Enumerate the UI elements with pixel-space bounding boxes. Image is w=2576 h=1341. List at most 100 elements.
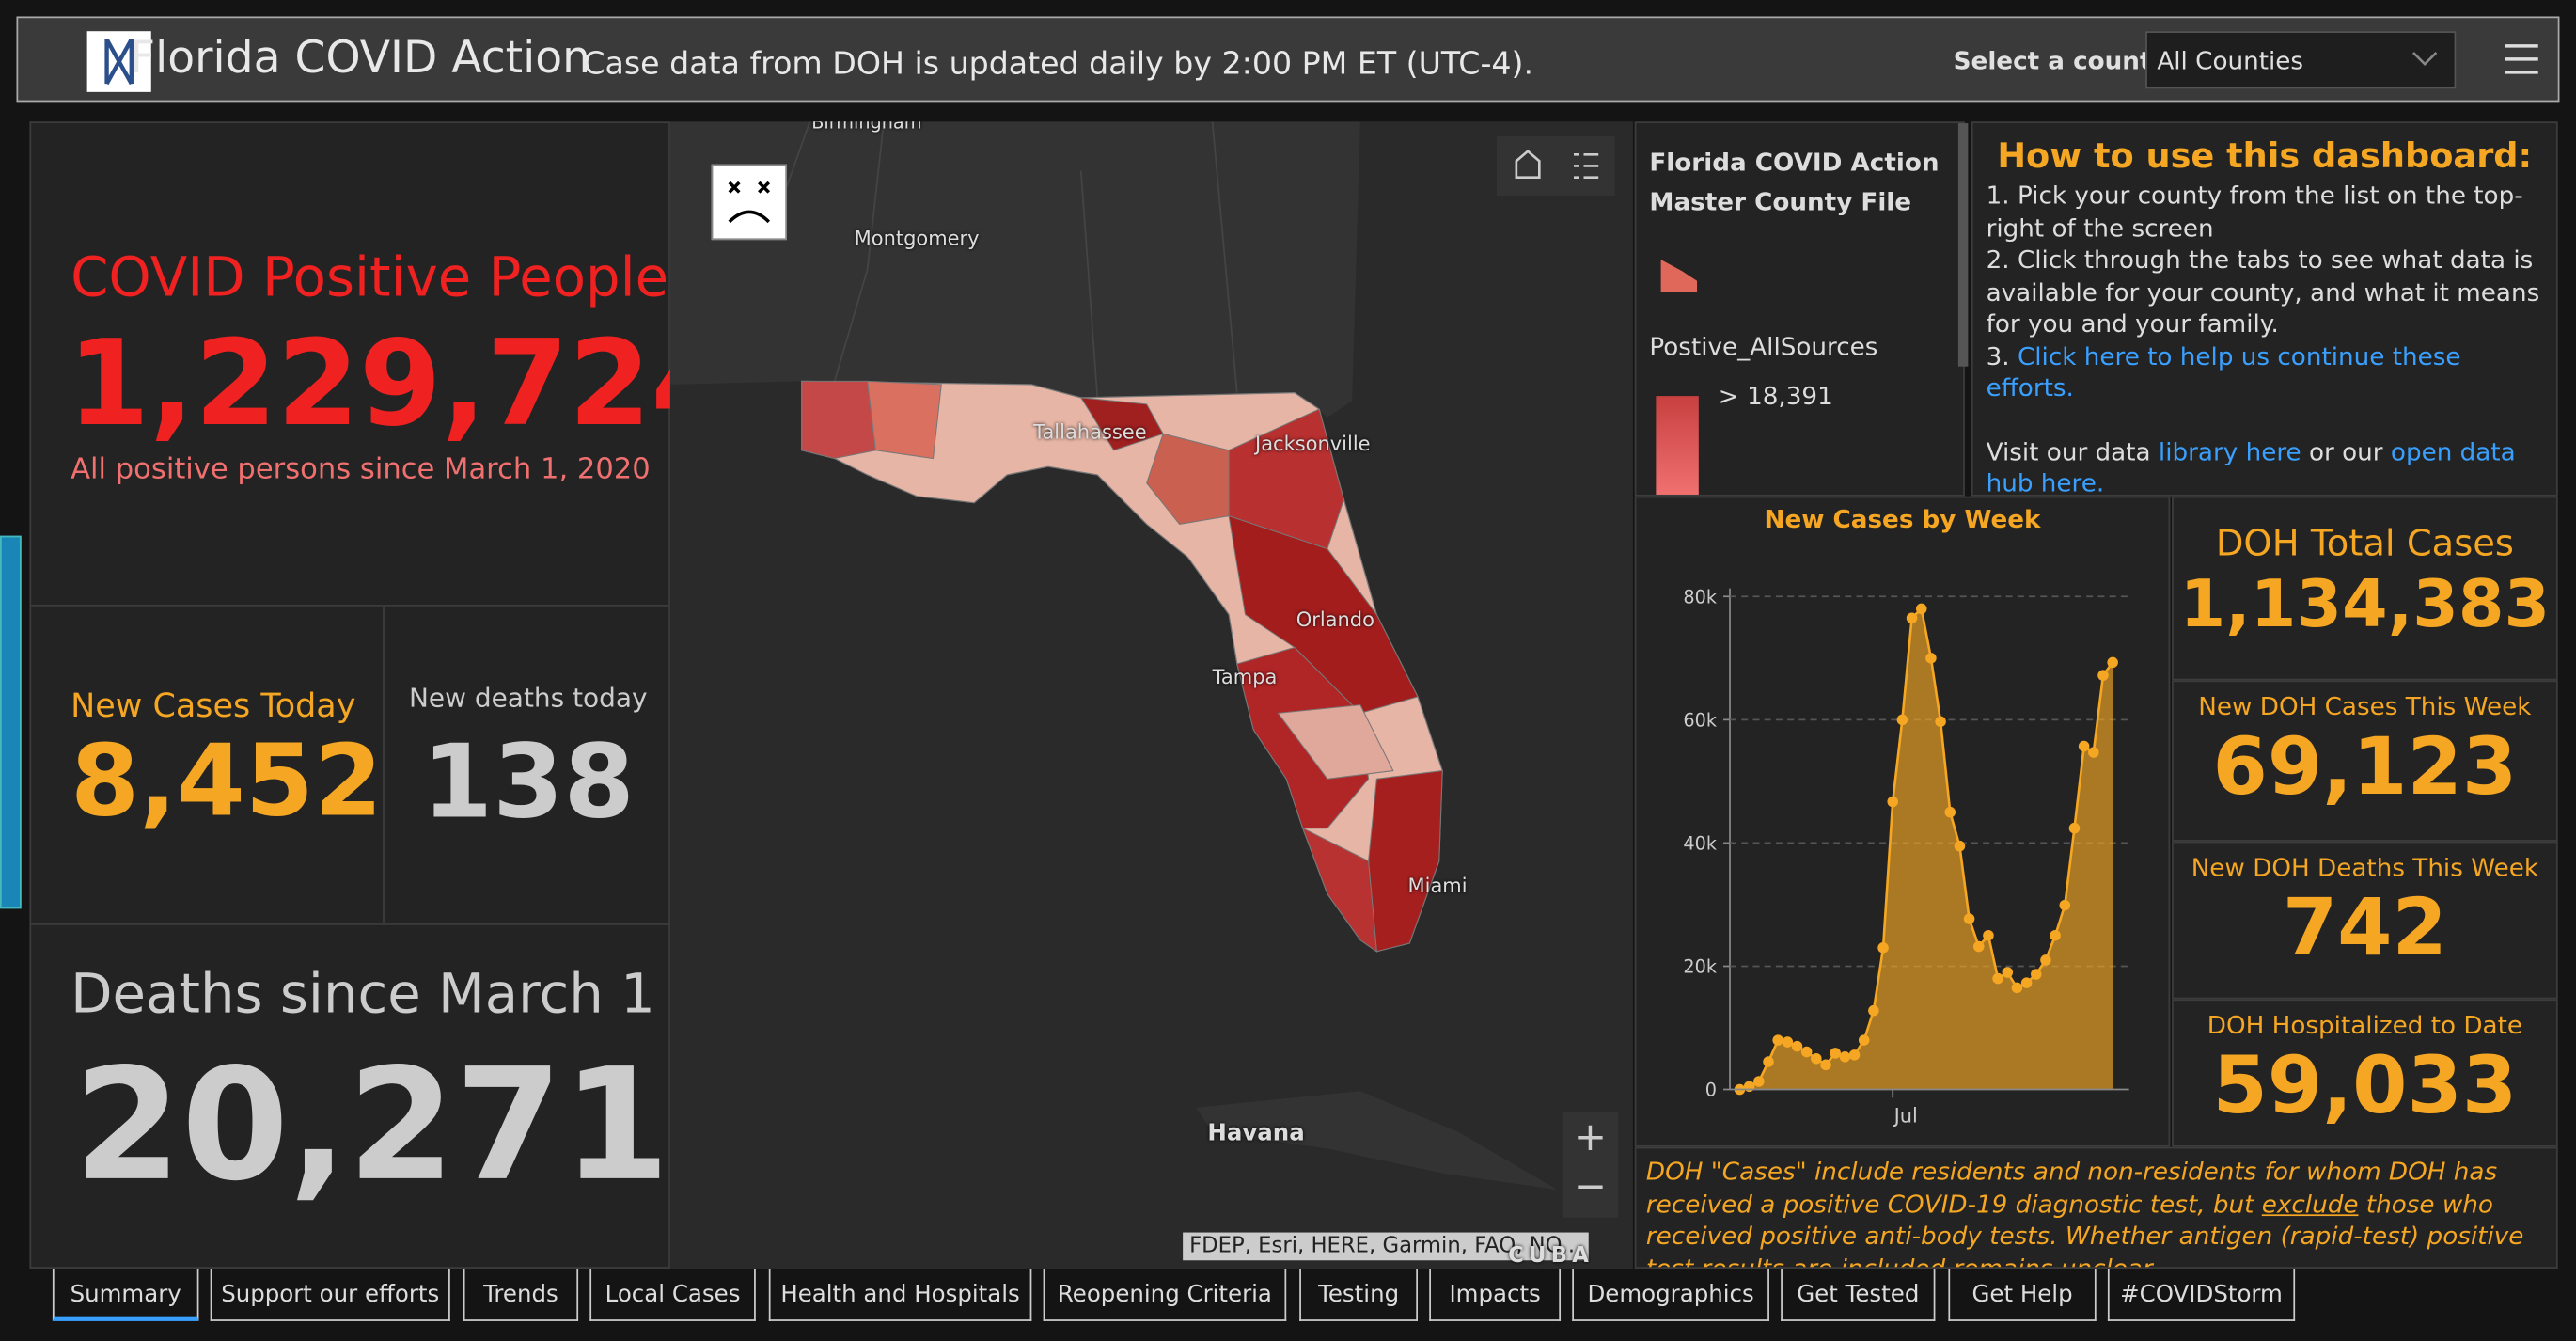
tab[interactable]: Trends <box>463 1268 579 1321</box>
howto-item: 1. Pick your county from the list on the… <box>1986 181 2523 243</box>
point <box>1972 940 1985 953</box>
place-label: Miami <box>1407 874 1468 898</box>
broken-image-icon <box>711 164 788 241</box>
scrollbar[interactable] <box>1957 123 1969 367</box>
place-label: Orlando <box>1296 607 1374 632</box>
new-cases-panel: New Cases Today 8,452 <box>29 605 385 925</box>
new-deaths-value: 138 <box>421 721 635 842</box>
point <box>1925 653 1937 664</box>
link[interactable]: Click here to help us continue these eff… <box>1986 340 2461 403</box>
stat-value: 1,134,383 <box>2179 566 2551 643</box>
place-label: Tallahassee <box>1033 420 1147 444</box>
link[interactable]: open data hub here. <box>1986 435 2516 498</box>
stat-value: 59,033 <box>2212 1040 2518 1132</box>
county-select[interactable]: All Counties <box>2145 31 2457 89</box>
point <box>1782 1036 1794 1048</box>
logo <box>86 31 151 92</box>
legend-title: Florida COVID Action Master County File <box>1649 148 1940 217</box>
point <box>2088 747 2099 758</box>
point <box>1800 1046 1813 1058</box>
point <box>2059 899 2071 911</box>
deaths-panel: Deaths since March 1 20,271 <box>29 923 670 1269</box>
positive-panel: COVID Positive People 1,229,724 All posi… <box>29 121 733 607</box>
app-subtitle: Case data from DOH is updated daily by 2… <box>583 45 1534 83</box>
text: or our <box>2301 435 2391 466</box>
point <box>2078 740 2090 752</box>
new-deaths-label: New deaths today <box>408 682 648 714</box>
map[interactable]: + − FDEP, Esri, HERE, Garmin, FAO, NO... … <box>669 121 1633 1269</box>
x-tick-label: Jul <box>1893 1104 1918 1127</box>
y-tick-label: 40k <box>1683 832 1717 854</box>
stat-value: 69,123 <box>2212 721 2518 813</box>
new-cases-value: 8,452 <box>71 724 383 840</box>
point <box>2031 969 2042 980</box>
stat-value: 742 <box>2282 882 2447 975</box>
point <box>2020 977 2033 988</box>
note-text: those who received positive anti-body te… <box>1645 1189 2524 1269</box>
app-title: Florida COVID Action <box>130 32 591 85</box>
positive-value: 1,229,724 <box>67 313 734 452</box>
point <box>1753 1076 1765 1087</box>
map-tools <box>1496 136 1615 196</box>
chart-title: New Cases by Week <box>1765 506 2042 534</box>
point <box>2068 822 2081 834</box>
place-label: CUBA <box>1508 1243 1594 1269</box>
howto-item: 2. Click through the tabs to see what da… <box>1986 245 2540 339</box>
tab[interactable]: Demographics <box>1572 1268 1769 1321</box>
positive-title: COVID Positive People <box>71 245 669 309</box>
point <box>1906 612 1918 624</box>
place-label: Tampa <box>1212 665 1278 689</box>
tab[interactable]: Local Cases <box>589 1268 756 1321</box>
deaths-label: Deaths since March 1 <box>71 961 655 1026</box>
point <box>1944 806 1956 818</box>
howto-title: How to use this dashboard: <box>1997 136 2533 176</box>
point <box>1820 1059 1831 1071</box>
logo-icon <box>104 38 134 86</box>
broken-image <box>728 181 771 224</box>
place-label: Birmingham <box>811 121 922 134</box>
point <box>2050 929 2061 941</box>
place-label: Jacksonville <box>1255 432 1371 456</box>
tab[interactable]: Impacts <box>1429 1268 1562 1321</box>
point <box>1830 1048 1841 1059</box>
howto-text: 3. <box>1986 340 2018 371</box>
chart: New Cases by Week 0 20k 40k 60k 80k Jul <box>1683 506 2129 1127</box>
new-deaths-panel: New deaths today 138 <box>383 605 670 925</box>
point <box>1772 1034 1783 1046</box>
y-tick-label: 60k <box>1683 709 1717 731</box>
zoom-controls[interactable]: + − <box>1562 1112 1619 1218</box>
stat-label: DOH Total Cases <box>2215 524 2514 566</box>
map-tool-icons[interactable] <box>1497 136 1615 196</box>
point <box>1935 716 1946 728</box>
point <box>2011 982 2023 994</box>
stat-panel: New DOH Cases This Week 69,123 <box>2172 680 2558 842</box>
point <box>1868 1004 1879 1017</box>
stat-panel: New DOH Deaths This Week 742 <box>2172 841 2558 1000</box>
tab[interactable]: Health and Hospitals <box>768 1268 1032 1321</box>
text: Visit our data <box>1986 435 2159 466</box>
tab[interactable]: Get Tested <box>1781 1268 1936 1321</box>
howto-list: 1. Pick your county from the list on the… <box>1987 181 2543 340</box>
point <box>1896 714 1908 726</box>
tab[interactable]: Reopening Criteria <box>1043 1268 1287 1321</box>
dropdown-arrow <box>2412 51 2438 67</box>
howto-item: 3. Click here to help us continue these … <box>1987 341 2543 405</box>
point <box>1848 1049 1861 1061</box>
howto-panel: How to use this dashboard: 1. Pick your … <box>1971 121 2558 497</box>
tab[interactable]: Summary <box>52 1268 199 1321</box>
point <box>1858 1034 1870 1046</box>
point <box>2002 967 2014 978</box>
side-toggle[interactable] <box>0 535 22 909</box>
tab[interactable]: Testing <box>1299 1268 1419 1321</box>
tab[interactable]: Get Help <box>1948 1268 2097 1321</box>
stat-panel: DOH Total Cases 1,134,383 <box>2172 496 2558 681</box>
legend-symbol <box>1660 260 1698 293</box>
menu-button[interactable] <box>2502 41 2541 77</box>
point <box>1915 603 1927 615</box>
tab[interactable]: Support our efforts <box>210 1268 450 1321</box>
tab[interactable]: #COVIDStorm <box>2107 1268 2296 1321</box>
howto-visit: Visit our data library here or our open … <box>1987 436 2543 500</box>
point <box>1839 1051 1851 1063</box>
point <box>1791 1040 1803 1052</box>
link[interactable]: library here <box>2158 435 2301 466</box>
